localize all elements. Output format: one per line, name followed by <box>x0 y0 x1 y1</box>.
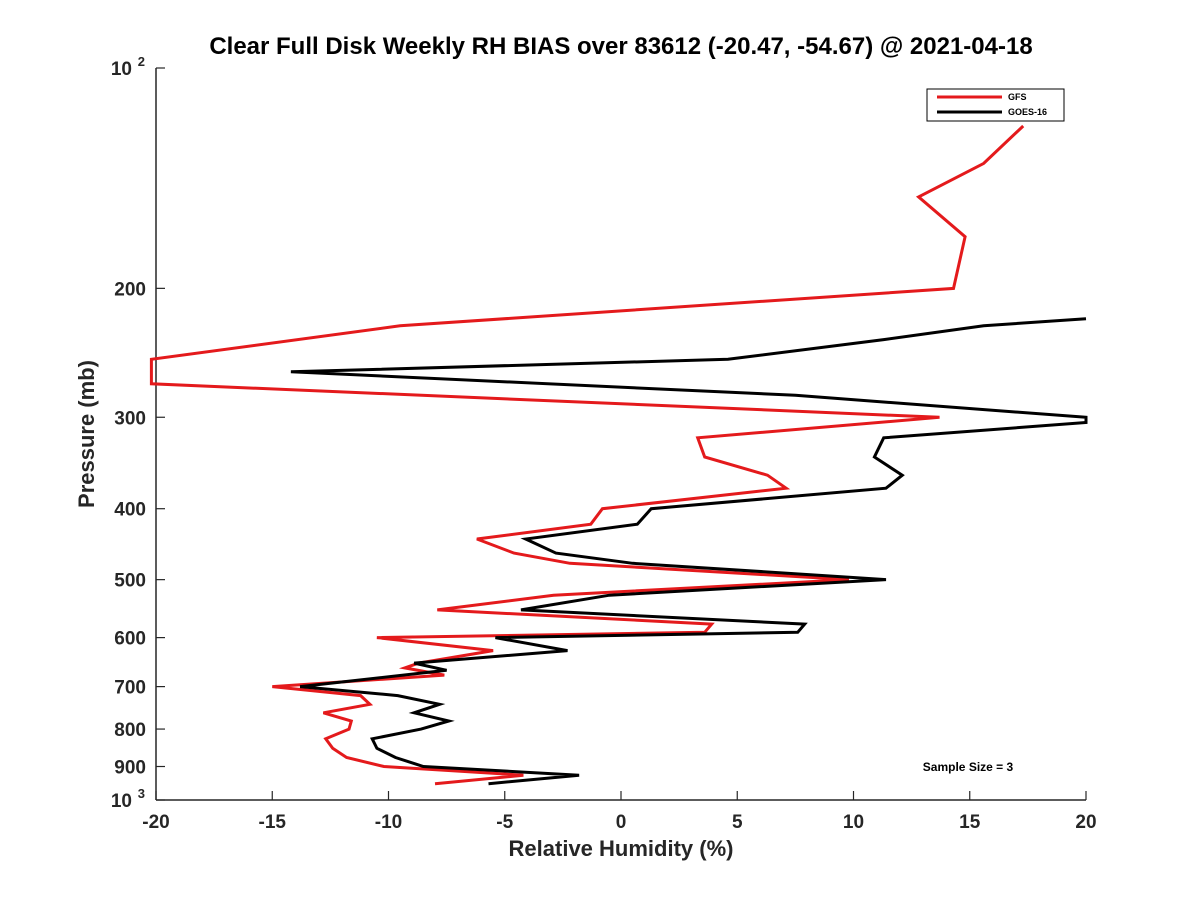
x-tick-label: -10 <box>375 812 402 833</box>
chart-title: Clear Full Disk Weekly RH BIAS over 8361… <box>209 33 1032 60</box>
y-tick-label: 900 <box>114 758 146 779</box>
y-axis-ticks: 10 2 200 300 400 500 600 700 800 900 10 3 <box>111 54 165 812</box>
y-tick-label: 10 <box>111 791 132 812</box>
x-axis-ticks: -20 -15 -10 -5 0 5 10 15 20 <box>142 791 1097 833</box>
x-tick-label: -20 <box>142 812 169 833</box>
y-tick-label: 10 <box>111 59 132 80</box>
series-layer <box>149 124 1088 786</box>
x-tick-label: -5 <box>496 812 513 833</box>
plot-area <box>149 68 1088 801</box>
y-tick-exponent: 3 <box>138 786 145 801</box>
sample-size-annotation: Sample Size = 3 <box>923 760 1014 774</box>
y-tick-label: 700 <box>114 678 146 699</box>
y-tick-label: 400 <box>114 500 146 521</box>
y-tick-label: 200 <box>114 279 146 300</box>
legend-entry-label: GFS <box>1008 92 1027 102</box>
y-tick-label: 500 <box>114 571 146 592</box>
series-line-goes-16 <box>290 317 1088 786</box>
x-tick-label: 15 <box>959 812 981 833</box>
y-axis-label: Pressure (mb) <box>74 360 99 508</box>
legend-entry-label: GOES-16 <box>1008 107 1047 117</box>
series-line-gfs <box>149 124 1025 786</box>
x-tick-label: 10 <box>843 812 864 833</box>
y-tick-exponent: 2 <box>138 54 145 69</box>
legend-box <box>926 88 1065 122</box>
x-tick-label: 0 <box>616 812 627 833</box>
y-tick-label: 600 <box>114 629 146 650</box>
chart-legend: GFS GOES-16 <box>926 88 1065 122</box>
x-axis-label: Relative Humidity (%) <box>509 836 734 861</box>
y-tick-label: 800 <box>114 720 146 741</box>
y-tick-label: 300 <box>114 408 146 429</box>
x-tick-label: 20 <box>1075 812 1096 833</box>
x-tick-label: -15 <box>259 812 287 833</box>
x-tick-label: 5 <box>732 812 743 833</box>
